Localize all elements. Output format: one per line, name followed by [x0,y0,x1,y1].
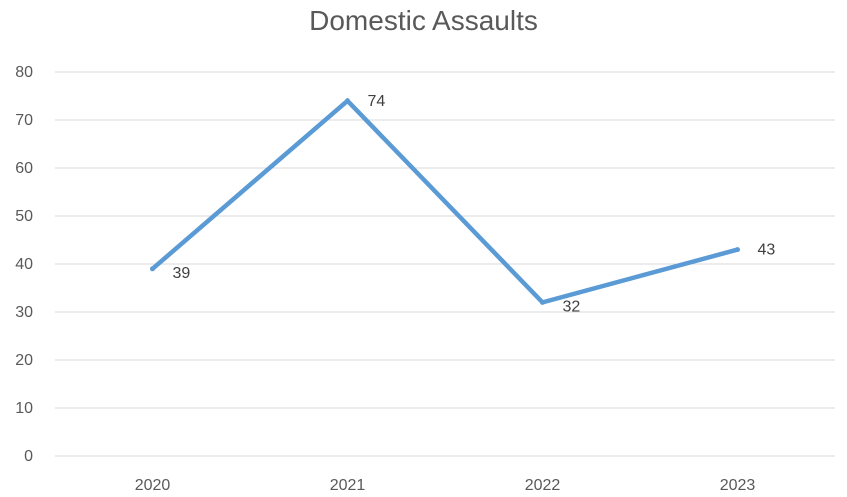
data-point-2023 [735,247,740,253]
gridlines [55,71,835,457]
y-axis-tick-labels: 0 10 20 30 40 50 60 70 80 [15,64,33,465]
y-tick-label: 60 [15,160,33,177]
x-tick-label: 2022 [525,477,561,494]
series-line [150,97,740,305]
data-point-2021 [345,98,350,104]
data-label-2021: 74 [368,93,386,110]
data-point-2020 [150,266,155,272]
y-tick-label: 20 [15,352,33,369]
x-tick-label: 2021 [330,477,366,494]
chart-title: Domestic Assaults [309,5,538,36]
data-label-2020: 39 [173,265,191,282]
data-labels: 39 74 32 43 [173,93,776,316]
y-tick-label: 30 [15,304,33,321]
x-axis-tick-labels: 2020 2021 2022 2023 [135,477,756,494]
y-tick-label: 0 [24,448,33,465]
y-tick-label: 80 [15,64,33,81]
x-tick-label: 2023 [720,477,756,494]
x-tick-label: 2020 [135,477,171,494]
series-layer [150,97,740,305]
data-label-2023: 43 [758,242,776,259]
data-point-2022 [540,299,545,305]
data-label-2022: 32 [563,298,581,315]
y-tick-label: 50 [15,208,33,225]
y-tick-label: 10 [15,400,33,417]
y-tick-label: 40 [15,256,33,273]
y-tick-label: 70 [15,112,33,129]
